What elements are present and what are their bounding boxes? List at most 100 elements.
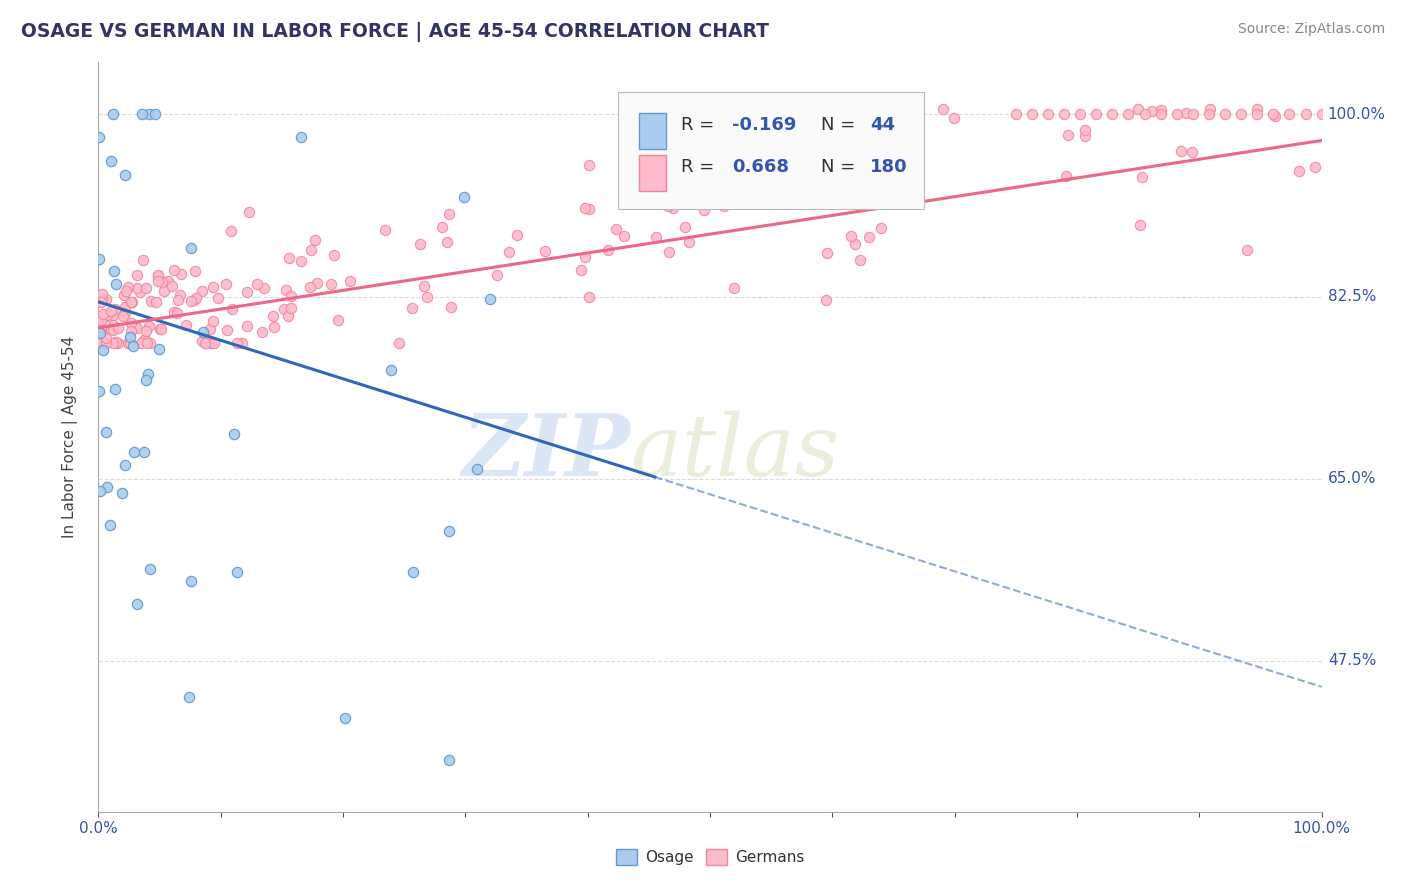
- Point: [613, 229, 636, 244]
- Point: [668, 113, 690, 128]
- FancyBboxPatch shape: [619, 93, 924, 209]
- Point: [217, 323, 239, 337]
- Point: [91, 326, 114, 340]
- Point: [1236, 244, 1258, 258]
- Point: [146, 268, 169, 283]
- Point: [932, 103, 955, 117]
- Point: [104, 334, 127, 349]
- Point: [465, 462, 488, 476]
- Text: 180: 180: [870, 159, 908, 177]
- Point: [128, 285, 150, 299]
- Point: [574, 201, 596, 215]
- Point: [328, 313, 350, 327]
- Point: [657, 199, 679, 213]
- Point: [815, 246, 838, 260]
- Point: [943, 112, 966, 126]
- Point: [180, 241, 202, 255]
- Point: [262, 309, 284, 323]
- Point: [1085, 107, 1108, 121]
- Point: [141, 294, 163, 309]
- Point: [1166, 107, 1188, 121]
- Point: [1140, 103, 1163, 118]
- Point: [207, 291, 229, 305]
- Point: [277, 251, 299, 265]
- Point: [849, 252, 872, 267]
- Point: [96, 331, 118, 345]
- Point: [120, 324, 142, 338]
- Point: [131, 253, 153, 268]
- Text: 47.5%: 47.5%: [1327, 653, 1376, 668]
- Point: [114, 168, 136, 182]
- Point: [276, 310, 298, 324]
- Point: [104, 382, 127, 396]
- Point: [246, 277, 269, 291]
- Point: [132, 444, 155, 458]
- Point: [125, 281, 148, 295]
- Point: [869, 221, 891, 235]
- Point: [298, 280, 321, 294]
- Point: [605, 222, 627, 236]
- Point: [280, 301, 302, 316]
- Text: Source: ZipAtlas.com: Source: ZipAtlas.com: [1237, 22, 1385, 37]
- Point: [402, 565, 425, 579]
- Point: [766, 103, 789, 117]
- Point: [578, 202, 600, 216]
- Point: [339, 274, 361, 288]
- Point: [163, 305, 186, 319]
- Point: [498, 245, 520, 260]
- Point: [91, 307, 114, 321]
- Point: [139, 336, 162, 351]
- Point: [225, 336, 247, 351]
- Point: [437, 524, 460, 538]
- Point: [630, 171, 652, 186]
- Point: [136, 368, 159, 382]
- Point: [179, 690, 201, 705]
- Point: [150, 275, 173, 289]
- Point: [90, 312, 112, 326]
- Point: [662, 202, 685, 216]
- Point: [89, 336, 111, 351]
- Point: [1054, 169, 1077, 183]
- Point: [323, 248, 346, 262]
- Point: [98, 518, 121, 533]
- Point: [1213, 107, 1236, 121]
- Point: [1128, 103, 1150, 117]
- Point: [1118, 107, 1140, 121]
- Text: ZIP: ZIP: [463, 410, 630, 494]
- Point: [107, 336, 129, 351]
- Point: [380, 362, 402, 376]
- Point: [166, 306, 188, 320]
- Point: [104, 336, 127, 351]
- Point: [299, 244, 322, 258]
- Point: [253, 281, 276, 295]
- Point: [578, 158, 600, 172]
- Point: [374, 223, 396, 237]
- Point: [166, 293, 188, 307]
- Point: [145, 294, 167, 309]
- Text: 0.668: 0.668: [733, 159, 789, 177]
- Point: [304, 234, 326, 248]
- Point: [1278, 107, 1301, 121]
- Text: R =: R =: [681, 116, 720, 134]
- Point: [1004, 107, 1026, 121]
- Y-axis label: In Labor Force | Age 45-54: In Labor Force | Age 45-54: [62, 336, 77, 538]
- Point: [117, 336, 139, 351]
- Point: [319, 277, 342, 292]
- Point: [191, 326, 214, 340]
- Point: [290, 253, 312, 268]
- Point: [765, 186, 787, 200]
- Point: [131, 107, 153, 121]
- Point: [89, 326, 111, 341]
- Point: [202, 279, 225, 293]
- Point: [124, 319, 146, 334]
- Point: [533, 244, 555, 259]
- Point: [169, 288, 191, 302]
- Point: [453, 189, 475, 203]
- Point: [96, 480, 118, 494]
- Point: [305, 276, 328, 290]
- Point: [1073, 122, 1095, 136]
- Point: [127, 597, 149, 611]
- Point: [103, 323, 125, 337]
- Point: [184, 291, 207, 305]
- Point: [814, 293, 837, 307]
